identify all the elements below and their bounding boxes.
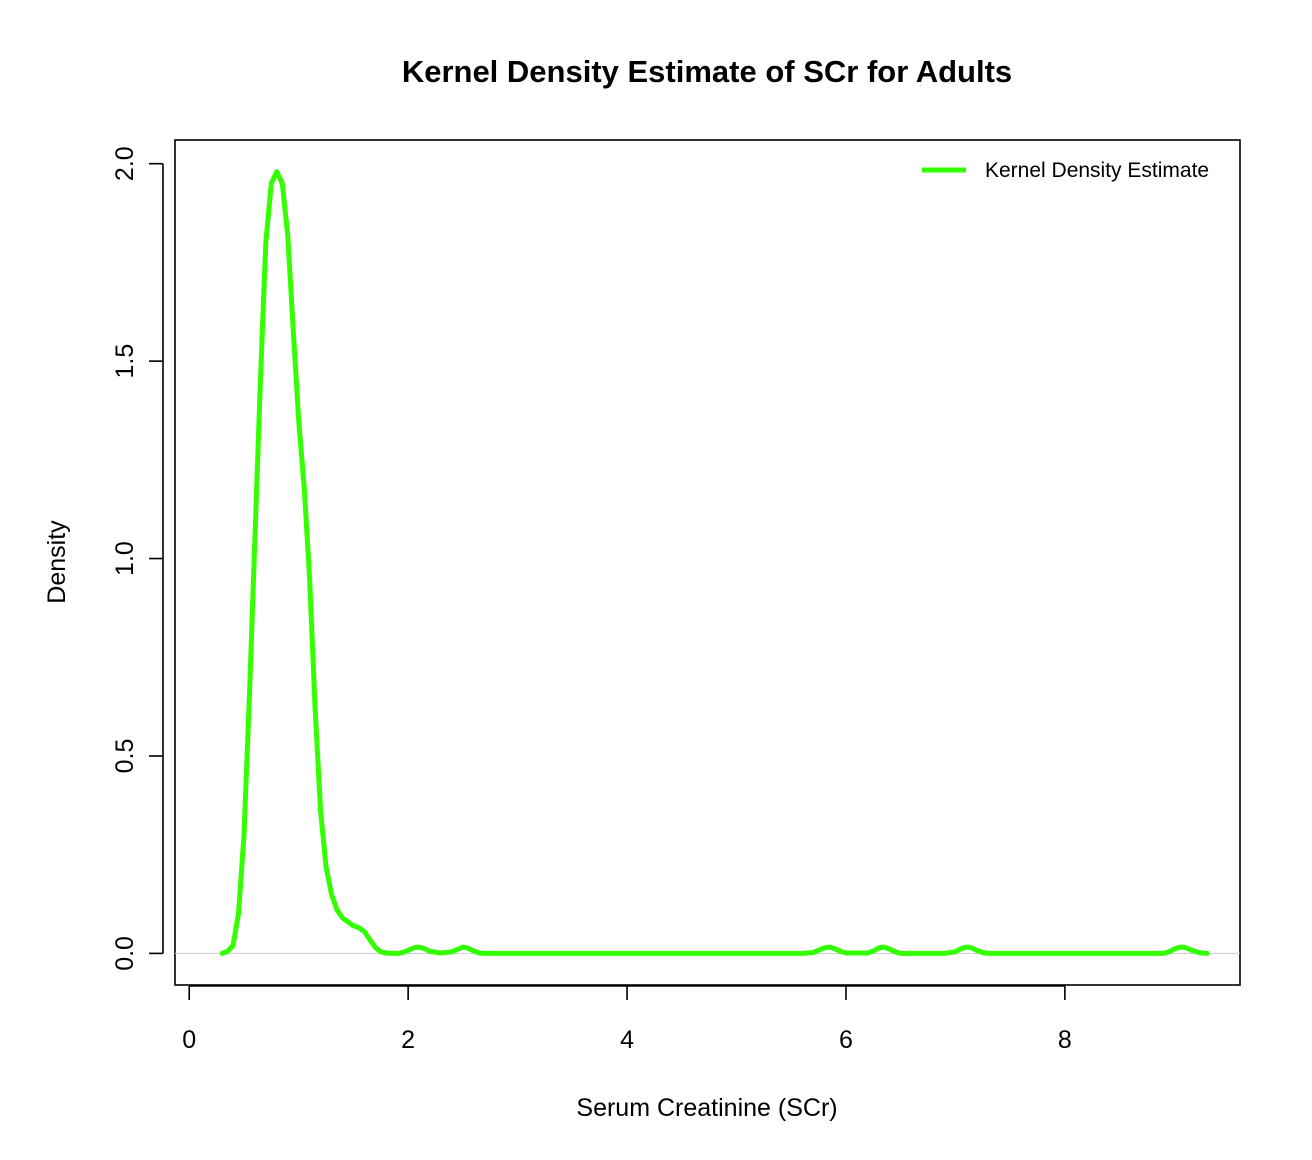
y-tick-label: 0.0 xyxy=(111,936,139,971)
legend: Kernel Density Estimate xyxy=(922,159,1209,182)
x-tick-label: 6 xyxy=(839,1026,853,1054)
x-tick-label: 0 xyxy=(182,1026,196,1054)
plot-frame xyxy=(174,139,1241,986)
x-tick-label: 8 xyxy=(1058,1026,1072,1054)
y-tick-label: 2.0 xyxy=(111,146,139,181)
chart-title: Kernel Density Estimate of SCr for Adult… xyxy=(402,54,1012,89)
x-axis-label: Serum Creatinine (SCr) xyxy=(576,1094,837,1122)
y-tick-label: 1.5 xyxy=(111,344,139,379)
y-axis-label: Density xyxy=(43,520,71,604)
y-tick-label: 1.0 xyxy=(111,541,139,576)
y-tick-label: 0.5 xyxy=(111,739,139,774)
x-tick-label: 2 xyxy=(401,1026,415,1054)
x-tick-label: 4 xyxy=(620,1026,634,1054)
legend-label: Kernel Density Estimate xyxy=(985,159,1209,182)
x-axis: 0 2 4 6 8 xyxy=(182,985,1072,1054)
series-layer xyxy=(219,169,1210,956)
y-axis: 0.0 0.5 1.0 1.5 2.0 xyxy=(111,146,164,971)
density-curve xyxy=(219,169,1210,956)
